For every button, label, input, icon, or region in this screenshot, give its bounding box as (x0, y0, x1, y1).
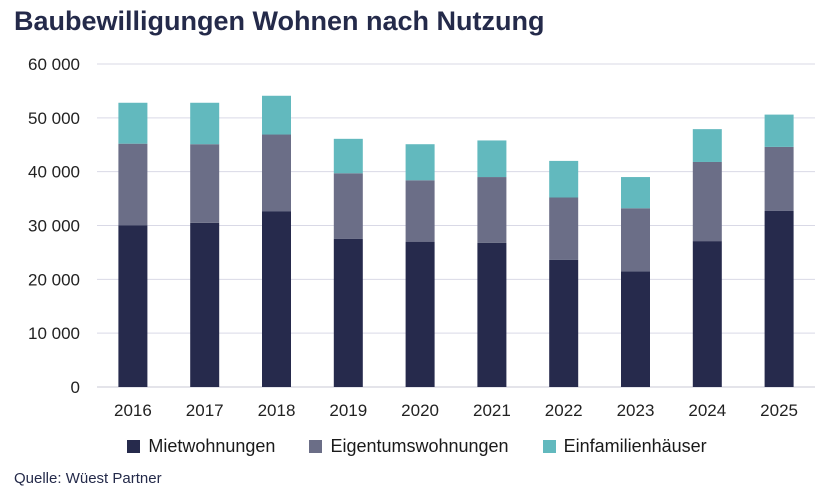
bar-segment-einfamilienhäuser-2020 (405, 144, 435, 181)
legend: Mietwohnungen Eigentumswohnungen Einfami… (0, 436, 834, 457)
bar-segment-eigentumswohnungen-2016 (118, 143, 148, 226)
chart-title: Baubewilligungen Wohnen nach Nutzung (14, 6, 545, 36)
y-tick-label: 40 000 (28, 163, 80, 182)
bar-segment-einfamilienhäuser-2017 (190, 102, 220, 145)
stacked-bar-chart: 0 10 000 20 000 30 000 40 000 50 000 60 000 20… (28, 55, 815, 420)
x-tick-label: 2022 (545, 401, 583, 420)
bar-segment-einfamilienhäuser-2024 (692, 129, 722, 162)
x-tick-label: 2016 (114, 401, 152, 420)
x-tick-label: 2018 (258, 401, 296, 420)
x-tick-label: 2020 (401, 401, 439, 420)
bar-segment-mietwohnungen-2018 (262, 211, 291, 387)
bar-segment-einfamilienhäuser-2018 (262, 95, 291, 135)
x-axis-ticks: 2016 2017 2018 2019 2020 2021 2022 2023 2024 2025 (114, 401, 798, 420)
x-tick-label: 2024 (688, 401, 726, 420)
bar-segment-eigentumswohnungen-2017 (190, 144, 220, 223)
bar-segment-eigentumswohnungen-2018 (262, 134, 291, 212)
bar-segment-eigentumswohnungen-2021 (477, 177, 507, 243)
legend-swatch-mietwohnungen (127, 440, 141, 453)
bar-segment-einfamilienhäuser-2025 (764, 114, 794, 147)
source-note: Quelle: Wüest Partner (14, 470, 162, 487)
legend-label-einfamilienhaeuser: Einfamilienhäuser (563, 436, 707, 456)
x-tick-label: 2025 (760, 401, 798, 420)
bar-segment-einfamilienhäuser-2016 (118, 102, 148, 144)
bar-segment-eigentumswohnungen-2024 (692, 161, 722, 242)
y-axis-ticks: 0 10 000 20 000 30 000 40 000 50 000 60 000 (28, 55, 80, 397)
bar-segment-mietwohnungen-2021 (477, 242, 507, 387)
legend-swatch-einfamilienhaeuser (542, 440, 556, 453)
bar-segment-mietwohnungen-2016 (118, 225, 148, 387)
legend-item-eigentumswohnungen: Eigentumswohnungen (309, 436, 509, 457)
bar-segment-eigentumswohnungen-2022 (549, 197, 579, 260)
y-tick-label: 50 000 (28, 109, 80, 128)
bar-segment-einfamilienhäuser-2022 (549, 160, 579, 198)
bars (118, 95, 794, 387)
legend-item-einfamilienhaeuser: Einfamilienhäuser (542, 436, 707, 457)
x-tick-label: 2023 (617, 401, 655, 420)
bar-segment-eigentumswohnungen-2020 (405, 180, 435, 242)
y-tick-label: 10 000 (28, 324, 80, 343)
bar-segment-mietwohnungen-2019 (333, 238, 363, 387)
bar-segment-mietwohnungen-2022 (549, 259, 579, 387)
bar-segment-mietwohnungen-2025 (764, 210, 794, 387)
bar-segment-mietwohnungen-2020 (405, 241, 435, 387)
legend-label-mietwohnungen: Mietwohnungen (148, 436, 276, 456)
y-tick-label: 30 000 (28, 217, 80, 236)
x-tick-label: 2019 (329, 401, 367, 420)
y-tick-label: 20 000 (28, 270, 80, 289)
bar-segment-mietwohnungen-2023 (621, 271, 650, 387)
y-tick-label: 0 (71, 378, 80, 397)
bar-segment-mietwohnungen-2017 (190, 222, 220, 387)
bar-segment-eigentumswohnungen-2025 (764, 146, 794, 211)
bar-segment-mietwohnungen-2024 (692, 241, 722, 387)
legend-item-mietwohnungen: Mietwohnungen (127, 436, 275, 457)
bar-segment-einfamilienhäuser-2021 (477, 140, 507, 178)
bar-segment-eigentumswohnungen-2023 (621, 208, 650, 272)
bar-segment-einfamilienhäuser-2019 (333, 138, 363, 174)
legend-swatch-eigentumswohnungen (309, 440, 323, 453)
x-tick-label: 2017 (186, 401, 224, 420)
legend-label-eigentumswohnungen: Eigentumswohnungen (330, 436, 509, 456)
y-tick-label: 60 000 (28, 55, 80, 74)
x-tick-label: 2021 (473, 401, 511, 420)
bar-segment-einfamilienhäuser-2023 (621, 177, 650, 209)
bar-segment-eigentumswohnungen-2019 (333, 173, 363, 239)
